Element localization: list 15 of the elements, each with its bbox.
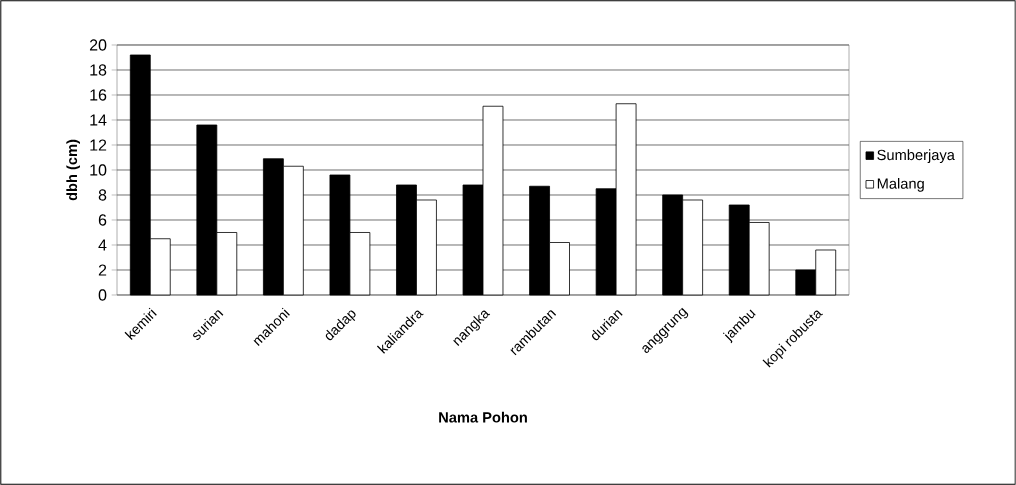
- y-axis-title: dbh (cm): [66, 139, 80, 201]
- y-tick-label: 10: [90, 164, 107, 176]
- y-tick-label: 4: [98, 239, 107, 251]
- legend-label: Sumberjaya: [877, 149, 955, 164]
- y-tick-label: 6: [98, 214, 107, 226]
- y-tick-label: 12: [90, 139, 107, 151]
- legend-label: Malang: [877, 178, 924, 192]
- y-tick-label: 0: [98, 289, 107, 301]
- y-tick-label: 14: [90, 114, 107, 126]
- y-tick-label: 2: [98, 264, 107, 276]
- y-tick-label: 20: [89, 39, 107, 51]
- y-tick-label: 18: [90, 64, 107, 76]
- x-axis-title: Nama Pohon: [439, 411, 527, 423]
- y-tick-label: 8: [98, 189, 107, 201]
- y-tick-label: 16: [90, 89, 107, 101]
